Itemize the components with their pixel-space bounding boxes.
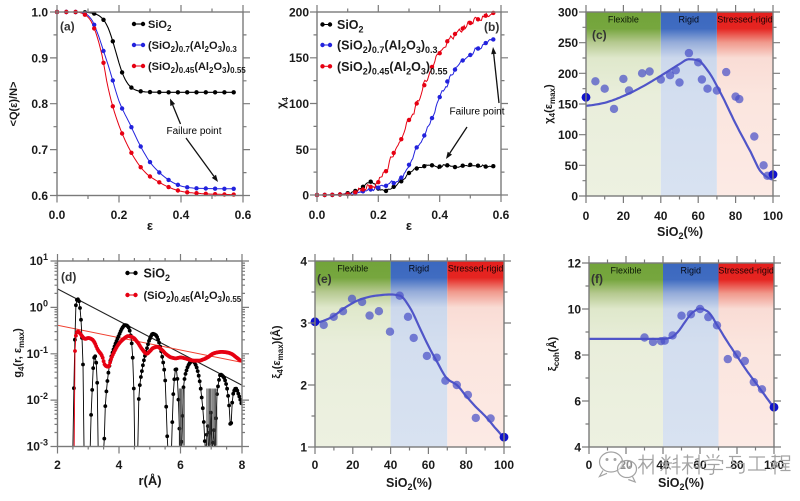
svg-text:1.0: 1.0 bbox=[31, 6, 48, 20]
svg-text:40: 40 bbox=[384, 458, 398, 472]
svg-text:3: 3 bbox=[300, 317, 307, 331]
svg-text:SiO2(%): SiO2(%) bbox=[658, 476, 704, 492]
svg-text:100: 100 bbox=[763, 209, 783, 223]
svg-text:(e): (e) bbox=[317, 272, 332, 286]
svg-text:Flexible: Flexible bbox=[610, 266, 641, 276]
svg-text:0.0: 0.0 bbox=[309, 208, 326, 222]
svg-text:SiO2: SiO2 bbox=[148, 19, 172, 33]
svg-text:r(Å): r(Å) bbox=[138, 473, 161, 488]
svg-text:ξ4(εmax)(Å): ξ4(εmax)(Å) bbox=[270, 325, 285, 379]
svg-text:0.8: 0.8 bbox=[31, 97, 48, 111]
svg-text:60: 60 bbox=[422, 458, 436, 472]
svg-text:0: 0 bbox=[312, 458, 319, 472]
svg-text:250: 250 bbox=[558, 36, 578, 50]
svg-text:10: 10 bbox=[568, 303, 582, 317]
svg-text:(a): (a) bbox=[60, 20, 75, 34]
svg-text:100: 100 bbox=[494, 458, 514, 472]
svg-text:8: 8 bbox=[239, 458, 246, 472]
svg-text:(b): (b) bbox=[484, 20, 499, 34]
svg-text:100: 100 bbox=[558, 128, 578, 142]
svg-text:0: 0 bbox=[586, 458, 593, 472]
svg-text:Stressed-rigid: Stressed-rigid bbox=[717, 15, 773, 25]
svg-text:0.7: 0.7 bbox=[31, 143, 48, 157]
svg-text:(SiO2)0.7(Al2O3)0.3: (SiO2)0.7(Al2O3)0.3 bbox=[148, 40, 237, 54]
svg-text:0.6: 0.6 bbox=[31, 189, 48, 203]
svg-text:300: 300 bbox=[558, 6, 578, 20]
svg-text:0.2: 0.2 bbox=[370, 208, 387, 222]
svg-text:Stressed-rigid: Stressed-rigid bbox=[448, 264, 504, 274]
svg-text:40: 40 bbox=[654, 209, 668, 223]
svg-text:80: 80 bbox=[729, 209, 743, 223]
svg-text:2: 2 bbox=[300, 379, 307, 393]
svg-text:(d): (d) bbox=[61, 270, 76, 284]
svg-text:Stressed-rigid: Stressed-rigid bbox=[718, 266, 774, 276]
svg-text:(SiO2)0.7(Al2O3)0.3: (SiO2)0.7(Al2O3)0.3 bbox=[337, 39, 438, 56]
svg-text:2: 2 bbox=[54, 458, 61, 472]
svg-text:χ4: χ4 bbox=[274, 97, 290, 109]
svg-text:Rigid: Rigid bbox=[679, 15, 700, 25]
svg-text:60: 60 bbox=[692, 209, 706, 223]
svg-text:SiO2: SiO2 bbox=[144, 267, 171, 284]
svg-text:Failure point: Failure point bbox=[166, 126, 221, 137]
svg-text:20: 20 bbox=[617, 209, 631, 223]
svg-text:1: 1 bbox=[300, 441, 307, 455]
svg-text:SiO2(%): SiO2(%) bbox=[657, 225, 703, 241]
svg-text:ε: ε bbox=[147, 218, 153, 233]
svg-text:(f): (f) bbox=[591, 272, 603, 286]
svg-text:4: 4 bbox=[300, 255, 307, 269]
svg-text:80: 80 bbox=[460, 458, 474, 472]
svg-text:100: 100 bbox=[289, 97, 309, 111]
svg-text:SiO2: SiO2 bbox=[337, 18, 364, 35]
svg-text:4: 4 bbox=[574, 441, 581, 455]
svg-text:0: 0 bbox=[302, 189, 309, 203]
svg-text:0.4: 0.4 bbox=[431, 208, 448, 222]
svg-text:0.6: 0.6 bbox=[493, 208, 510, 222]
svg-text:60: 60 bbox=[693, 458, 707, 472]
svg-text:0.4: 0.4 bbox=[173, 208, 190, 222]
svg-text:0.0: 0.0 bbox=[49, 208, 66, 222]
svg-text:200: 200 bbox=[289, 6, 309, 20]
svg-text:Flexible: Flexible bbox=[337, 264, 368, 274]
svg-text:SiO2(%): SiO2(%) bbox=[386, 476, 432, 492]
svg-text:0.6: 0.6 bbox=[235, 208, 252, 222]
svg-text:6: 6 bbox=[574, 395, 581, 409]
svg-text:50: 50 bbox=[296, 143, 310, 157]
svg-text:0.9: 0.9 bbox=[31, 51, 48, 65]
svg-text:150: 150 bbox=[289, 51, 309, 65]
svg-text:Rigid: Rigid bbox=[681, 266, 702, 276]
svg-text:20: 20 bbox=[346, 458, 360, 472]
svg-text:80: 80 bbox=[730, 458, 744, 472]
svg-text:Failure point: Failure point bbox=[449, 107, 504, 118]
svg-text:<Q(ε)/N>: <Q(ε)/N> bbox=[8, 82, 20, 127]
svg-text:150: 150 bbox=[558, 98, 578, 112]
svg-text:Rigid: Rigid bbox=[409, 264, 430, 274]
svg-text:50: 50 bbox=[565, 159, 579, 173]
svg-text:0.2: 0.2 bbox=[111, 208, 128, 222]
svg-text:12: 12 bbox=[568, 257, 582, 271]
svg-text:0: 0 bbox=[583, 209, 590, 223]
svg-text:ε: ε bbox=[406, 218, 412, 233]
svg-text:8: 8 bbox=[574, 349, 581, 363]
svg-text:200: 200 bbox=[558, 67, 578, 81]
svg-text:Flexible: Flexible bbox=[608, 15, 639, 25]
svg-text:6: 6 bbox=[177, 458, 184, 472]
svg-text:4: 4 bbox=[116, 458, 123, 472]
svg-text:(c): (c) bbox=[592, 28, 607, 42]
svg-text:0: 0 bbox=[571, 190, 578, 204]
